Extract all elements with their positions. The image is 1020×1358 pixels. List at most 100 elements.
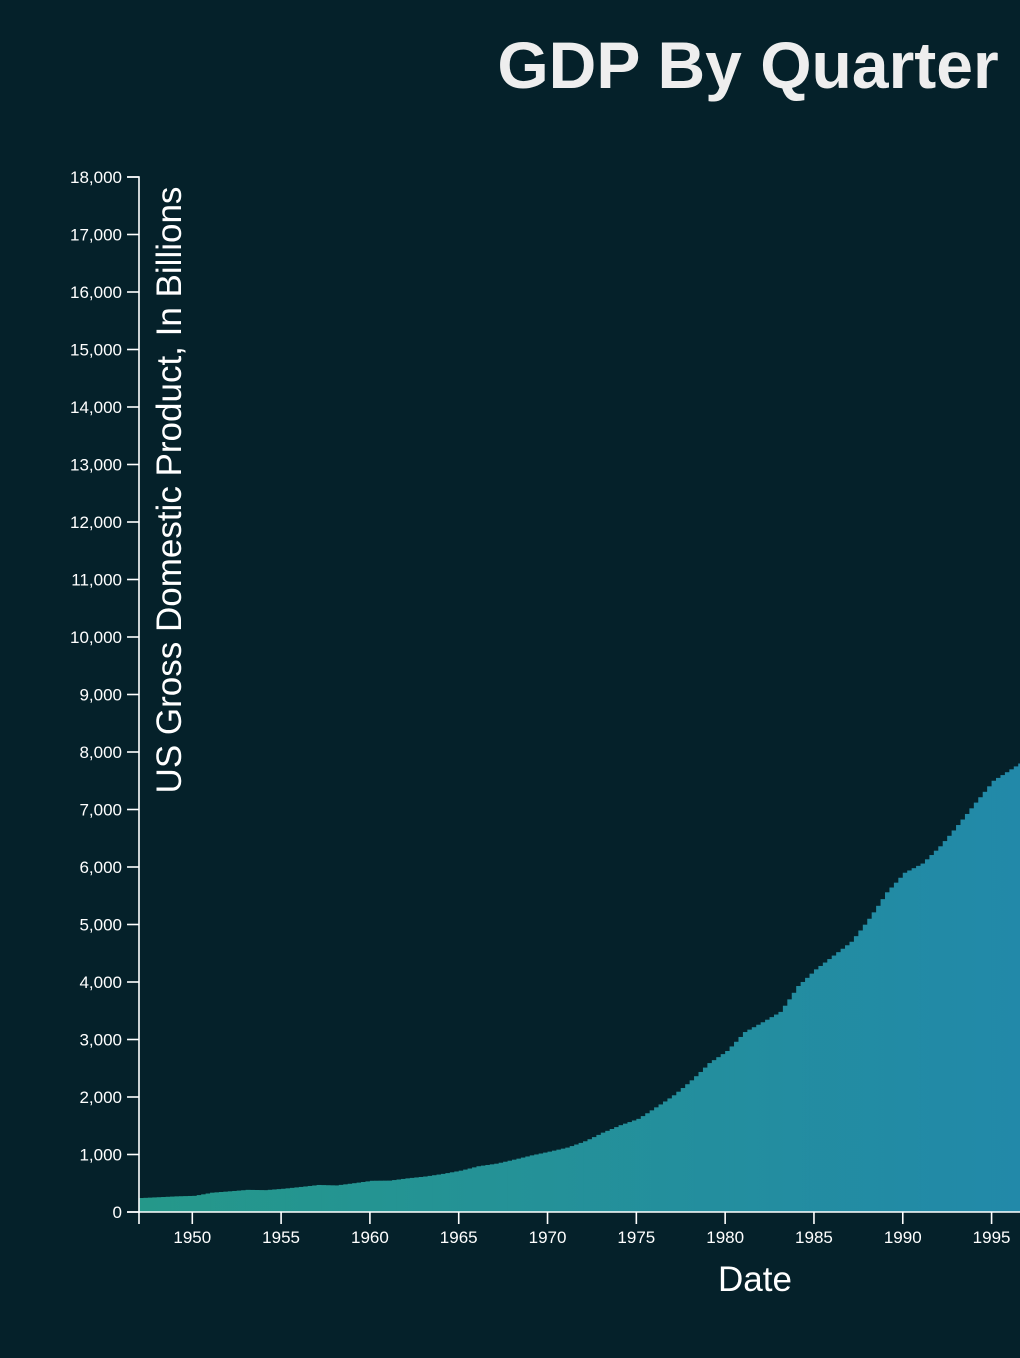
gdp-bar[interactable] bbox=[494, 1163, 500, 1212]
gdp-bar[interactable] bbox=[738, 1036, 744, 1212]
gdp-bar[interactable] bbox=[685, 1084, 691, 1212]
gdp-bar[interactable] bbox=[298, 1186, 304, 1212]
gdp-bar[interactable] bbox=[671, 1095, 677, 1212]
gdp-bar[interactable] bbox=[436, 1174, 442, 1212]
gdp-bar[interactable] bbox=[321, 1185, 326, 1212]
gdp-bar[interactable] bbox=[241, 1190, 246, 1212]
gdp-bar[interactable] bbox=[756, 1024, 762, 1212]
gdp-bar[interactable] bbox=[689, 1080, 695, 1212]
gdp-bar[interactable] bbox=[356, 1182, 362, 1212]
gdp-bar[interactable] bbox=[258, 1190, 264, 1212]
gdp-bar[interactable] bbox=[702, 1067, 708, 1212]
gdp-bar[interactable] bbox=[969, 808, 975, 1212]
gdp-bar[interactable] bbox=[347, 1183, 353, 1212]
gdp-bar[interactable] bbox=[680, 1088, 686, 1212]
gdp-bar[interactable] bbox=[889, 887, 895, 1212]
gdp-bar[interactable] bbox=[822, 962, 828, 1212]
gdp-bar[interactable] bbox=[956, 825, 961, 1212]
gdp-bar[interactable] bbox=[729, 1046, 735, 1212]
gdp-bar[interactable] bbox=[272, 1189, 278, 1212]
gdp-bar[interactable] bbox=[316, 1184, 322, 1212]
gdp-bar[interactable] bbox=[583, 1141, 588, 1212]
gdp-bar[interactable] bbox=[831, 955, 837, 1212]
gdp-bar[interactable] bbox=[534, 1154, 540, 1212]
gdp-bar[interactable] bbox=[964, 813, 970, 1212]
gdp-bar[interactable] bbox=[933, 850, 939, 1212]
gdp-bar[interactable] bbox=[565, 1147, 571, 1212]
gdp-bar[interactable] bbox=[263, 1190, 269, 1212]
gdp-bar[interactable] bbox=[716, 1057, 722, 1212]
gdp-bar[interactable] bbox=[618, 1125, 624, 1212]
gdp-bar[interactable] bbox=[694, 1076, 699, 1212]
gdp-bar[interactable] bbox=[458, 1170, 464, 1212]
gdp-bar[interactable] bbox=[392, 1180, 397, 1212]
gdp-bar[interactable] bbox=[334, 1185, 340, 1212]
gdp-bar[interactable] bbox=[698, 1071, 704, 1212]
gdp-bar[interactable] bbox=[569, 1146, 575, 1212]
gdp-bar[interactable] bbox=[156, 1197, 162, 1212]
gdp-bar[interactable] bbox=[343, 1184, 349, 1212]
gdp-bar[interactable] bbox=[227, 1191, 233, 1212]
gdp-bar[interactable] bbox=[303, 1186, 309, 1212]
gdp-bar[interactable] bbox=[818, 965, 824, 1212]
gdp-bar[interactable] bbox=[538, 1153, 544, 1212]
gdp-bar[interactable] bbox=[867, 918, 873, 1212]
gdp-bar[interactable] bbox=[543, 1152, 548, 1212]
gdp-bar[interactable] bbox=[503, 1161, 508, 1212]
gdp-bar[interactable] bbox=[165, 1196, 171, 1212]
gdp-bar[interactable] bbox=[210, 1192, 215, 1212]
gdp-bar[interactable] bbox=[862, 924, 868, 1212]
gdp-bar[interactable] bbox=[409, 1177, 415, 1212]
gdp-bar[interactable] bbox=[289, 1187, 295, 1212]
gdp-bar[interactable] bbox=[196, 1195, 202, 1212]
gdp-bar[interactable] bbox=[369, 1180, 375, 1212]
gdp-bar[interactable] bbox=[476, 1166, 482, 1212]
gdp-bar[interactable] bbox=[400, 1178, 406, 1212]
gdp-bar[interactable] bbox=[574, 1144, 580, 1212]
gdp-bar[interactable] bbox=[982, 791, 988, 1212]
gdp-bar[interactable] bbox=[329, 1185, 335, 1212]
gdp-bar[interactable] bbox=[813, 969, 819, 1212]
gdp-bar[interactable] bbox=[489, 1164, 495, 1212]
gdp-bar[interactable] bbox=[507, 1160, 513, 1212]
gdp-bar[interactable] bbox=[858, 930, 864, 1212]
gdp-bar[interactable] bbox=[312, 1185, 318, 1212]
gdp-bar[interactable] bbox=[876, 905, 881, 1212]
gdp-bar[interactable] bbox=[978, 797, 984, 1212]
gdp-bar[interactable] bbox=[627, 1122, 633, 1212]
gdp-bar[interactable] bbox=[285, 1188, 291, 1212]
gdp-bar[interactable] bbox=[765, 1019, 770, 1212]
gdp-bar[interactable] bbox=[174, 1196, 180, 1212]
gdp-bar[interactable] bbox=[947, 835, 953, 1212]
gdp-bar[interactable] bbox=[920, 863, 926, 1212]
gdp-bar[interactable] bbox=[951, 830, 957, 1212]
gdp-bar[interactable] bbox=[294, 1187, 300, 1212]
gdp-bar[interactable] bbox=[445, 1173, 451, 1212]
gdp-bar[interactable] bbox=[596, 1134, 602, 1212]
gdp-bar[interactable] bbox=[849, 941, 855, 1212]
gdp-bar[interactable] bbox=[916, 865, 921, 1212]
gdp-bar[interactable] bbox=[432, 1175, 437, 1212]
gdp-bar[interactable] bbox=[161, 1197, 167, 1212]
gdp-bar[interactable] bbox=[232, 1190, 238, 1212]
gdp-bar[interactable] bbox=[365, 1181, 371, 1212]
gdp-bar[interactable] bbox=[463, 1169, 468, 1212]
gdp-bar[interactable] bbox=[760, 1022, 766, 1212]
gdp-bar[interactable] bbox=[654, 1107, 659, 1212]
gdp-bar[interactable] bbox=[773, 1014, 779, 1212]
gdp-bar[interactable] bbox=[201, 1194, 207, 1212]
gdp-bar[interactable] bbox=[352, 1183, 357, 1212]
gdp-bar[interactable] bbox=[307, 1185, 313, 1212]
gdp-bar[interactable] bbox=[809, 973, 815, 1212]
gdp-bar[interactable] bbox=[1013, 766, 1019, 1212]
gdp-bar[interactable] bbox=[1009, 769, 1015, 1212]
gdp-bar[interactable] bbox=[885, 892, 890, 1212]
gdp-bar[interactable] bbox=[902, 872, 908, 1212]
gdp-bar[interactable] bbox=[840, 948, 846, 1212]
gdp-bar[interactable] bbox=[498, 1162, 504, 1212]
gdp-bar[interactable] bbox=[898, 877, 904, 1212]
gdp-bar[interactable] bbox=[609, 1129, 615, 1212]
gdp-bar[interactable] bbox=[845, 945, 850, 1212]
gdp-bar[interactable] bbox=[836, 952, 841, 1212]
gdp-bar[interactable] bbox=[658, 1104, 664, 1212]
